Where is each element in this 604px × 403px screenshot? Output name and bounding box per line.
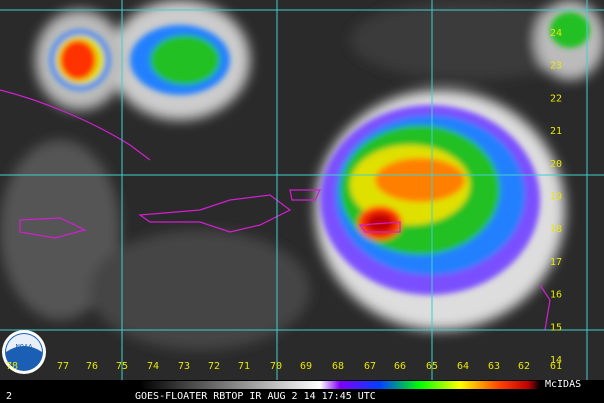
latitude-labels: 24 23 22 21 20 19 18 17 16 15 14	[550, 28, 562, 366]
credit: McIDAS	[545, 379, 581, 390]
image-caption: GOES-FLOATER RBTOP IR AUG 2 14 17:45 UTC	[135, 391, 376, 402]
longitude-label: 62	[518, 361, 530, 372]
longitude-label: 74	[147, 361, 159, 372]
longitude-labels: 78 77 76 75 74 73 72 71 70 69 68 67 66 65 64 63 62 61	[6, 361, 562, 372]
latitude-label: 15	[550, 322, 562, 333]
latitude-label: 16	[550, 290, 562, 301]
longitude-label: 76	[86, 361, 98, 372]
noaa-logo: NOAA	[2, 330, 46, 374]
logo-text: NOAA	[16, 343, 34, 351]
frame-number: 2	[6, 391, 12, 402]
latitude-label: 18	[550, 224, 562, 235]
longitude-label: 65	[426, 361, 438, 372]
latitude-label: 19	[550, 192, 562, 203]
longitude-label: 61	[550, 361, 562, 372]
longitude-label: 71	[238, 361, 250, 372]
longitude-label: 69	[300, 361, 312, 372]
longitude-label: 78	[6, 361, 18, 372]
longitude-label: 77	[57, 361, 69, 372]
latitude-label: 21	[550, 126, 562, 137]
longitude-label: 72	[208, 361, 220, 372]
longitude-label: 67	[364, 361, 376, 372]
coastlines	[0, 89, 551, 331]
convection	[50, 12, 590, 295]
latitude-label: 24	[550, 28, 562, 39]
latitude-label: 17	[550, 257, 562, 268]
longitude-label: 66	[394, 361, 406, 372]
longitude-label: 63	[488, 361, 500, 372]
latitude-label: 14	[550, 355, 562, 366]
color-scale	[140, 381, 540, 389]
longitude-label: 68	[332, 361, 344, 372]
lat-lon-grid	[0, 0, 604, 380]
longitude-label: 64	[457, 361, 469, 372]
latitude-label: 23	[550, 61, 562, 72]
longitude-label: 75	[116, 361, 128, 372]
latitude-label: 22	[550, 93, 562, 104]
longitude-label: 73	[178, 361, 190, 372]
longitude-label: 70	[270, 361, 282, 372]
latitude-label: 20	[550, 159, 562, 170]
